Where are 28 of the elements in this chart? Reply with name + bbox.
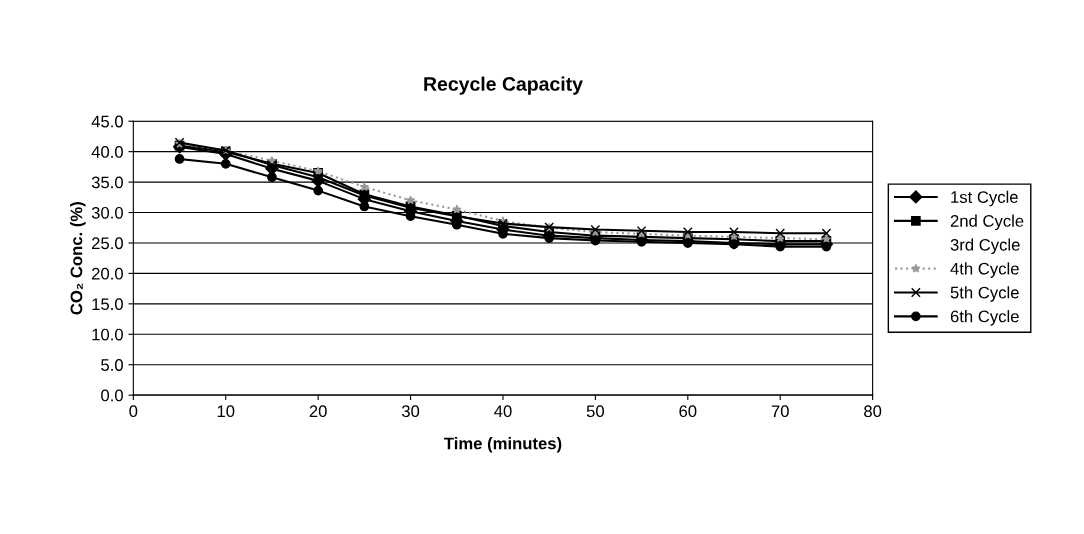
- legend-label: 2nd Cycle: [950, 214, 1024, 231]
- text: 3rd Cycle: [950, 238, 1020, 255]
- legend-label: 5th Cycle: [950, 286, 1019, 302]
- chart-title: Recycle Capacity: [424, 76, 583, 95]
- y-tick-label: 30.0: [91, 206, 123, 219]
- legend-label: 1st Cycle: [951, 190, 1018, 207]
- x-tick-label: 30: [401, 405, 420, 418]
- x-tick-label: 20: [309, 405, 327, 418]
- x-axis-title: Time (minutes): [444, 437, 562, 453]
- y-axis-title: CO₂ Conc. (%): [70, 202, 86, 315]
- x-tick-label: 40: [494, 405, 512, 418]
- y-tick-label: 15.0: [92, 298, 123, 311]
- y-tick-label: 5.0: [101, 359, 123, 371]
- legend-label: 4th Cycle: [950, 262, 1019, 278]
- y-tick-label: 45.0: [91, 115, 123, 128]
- y-tick-label: 35.0: [91, 176, 123, 189]
- x-tick-label: 60: [679, 405, 697, 418]
- x-tick-label: 0: [129, 405, 138, 418]
- y-tick-label: 10.0: [92, 328, 123, 341]
- x-tick-label: 10: [217, 405, 235, 418]
- x-tick-label: 50: [586, 405, 605, 418]
- y-tick-label: 40.0: [91, 146, 123, 158]
- y-tick-label: 0.0: [101, 389, 123, 402]
- legend-label: 6th Cycle: [950, 310, 1019, 326]
- y-tick-label: 25.0: [92, 237, 123, 250]
- x-tick-label: 80: [864, 405, 882, 418]
- x-tick-label: 70: [771, 405, 789, 418]
- y-tick-label: 20.0: [92, 267, 123, 280]
